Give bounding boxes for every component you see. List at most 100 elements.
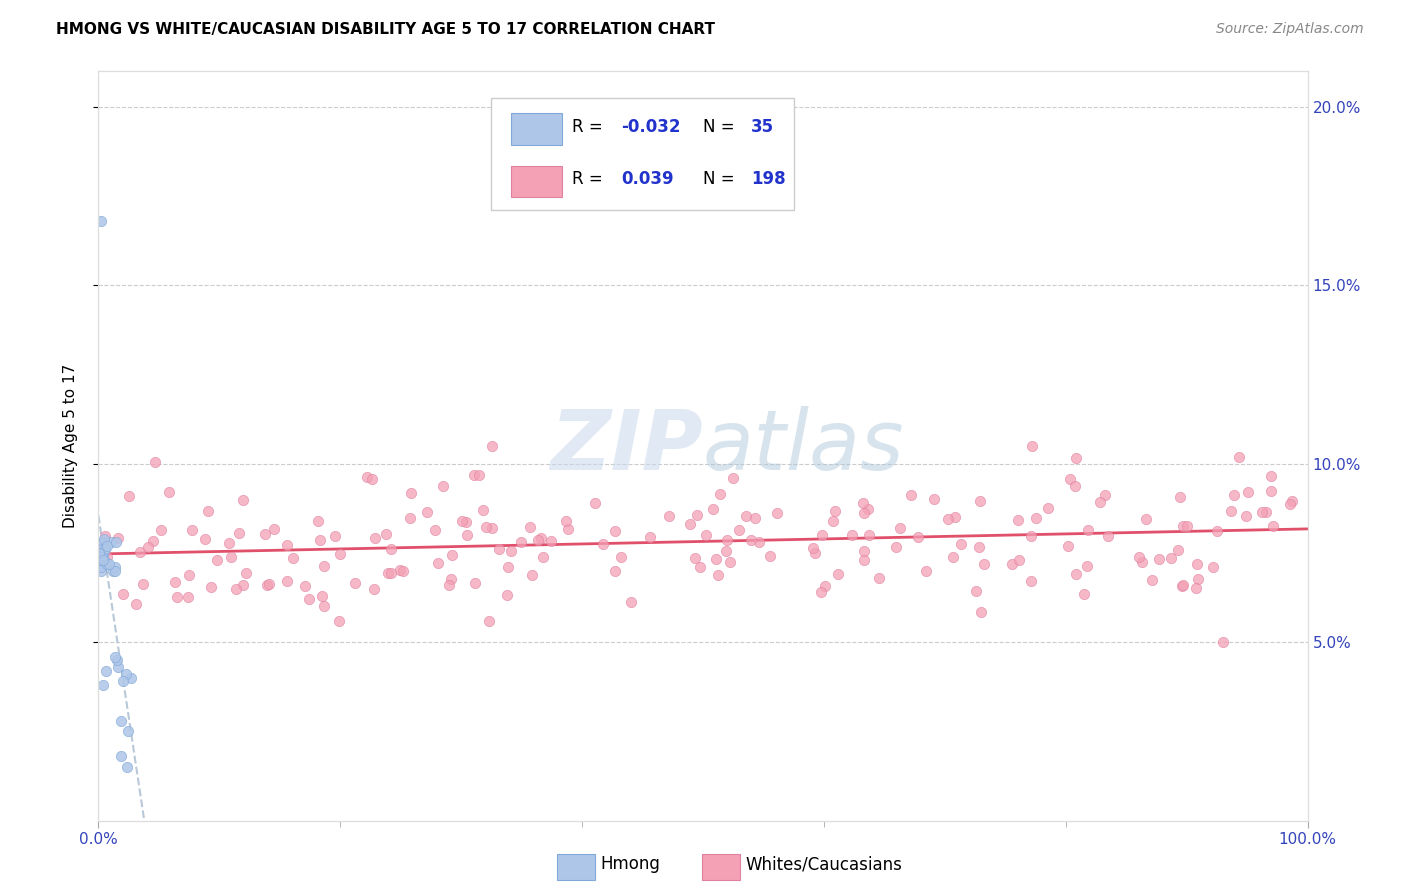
Point [344,576,367,591]
Point [638,530,661,544]
Point [205,553,228,567]
Point [471,502,494,516]
Point [922,492,945,507]
Point [1279,497,1302,511]
Point [1140,573,1163,587]
Point [1036,501,1059,516]
Point [478,614,501,628]
Point [117,724,139,739]
Point [1097,528,1119,542]
Point [98,557,121,571]
Point [256,578,278,592]
Point [949,537,972,551]
Point [658,509,681,524]
Point [257,576,280,591]
Point [1135,511,1157,525]
Point [194,533,217,547]
Point [735,508,758,523]
Point [90,564,112,578]
Point [90,542,112,557]
FancyBboxPatch shape [557,855,595,880]
Point [481,439,503,453]
Point [1094,488,1116,502]
Point [309,533,332,548]
Point [530,531,553,545]
Point [107,532,129,546]
Point [112,587,135,601]
Point [94,664,117,678]
Point [583,496,606,510]
Point [307,514,329,528]
Point [166,590,188,604]
Point [519,520,541,534]
Point [451,514,474,528]
Point [361,472,384,486]
Point [1025,511,1047,525]
Point [969,605,991,619]
Text: 0.039: 0.039 [621,170,673,188]
Text: N =: N = [703,118,740,136]
Point [803,546,825,560]
Point [96,557,118,571]
Point [1149,552,1171,566]
Point [263,522,285,536]
Point [943,509,966,524]
Point [716,533,738,547]
Y-axis label: Disability Age 5 to 17: Disability Age 5 to 17 [63,364,77,528]
Point [87,549,110,564]
Point [467,468,489,483]
Point [456,515,478,529]
Point [401,486,423,500]
Point [714,543,737,558]
Point [125,597,148,611]
Point [740,533,762,548]
Point [110,749,132,764]
Point [388,563,411,577]
Point [1260,468,1282,483]
Point [90,214,112,228]
Point [727,524,749,538]
Point [527,533,550,547]
Point [967,540,990,554]
Point [1019,574,1042,588]
Point [294,579,316,593]
Point [364,531,387,545]
Point [495,588,517,602]
Point [1064,451,1087,466]
Point [520,568,543,582]
Point [1227,450,1250,465]
Point [157,485,180,500]
Point [328,614,350,628]
Point [276,574,298,589]
Point [218,535,240,549]
Point [1202,560,1225,574]
Point [969,493,991,508]
Point [437,578,460,592]
Point [1090,495,1112,509]
Point [827,567,849,582]
Point [540,533,562,548]
Point [104,535,127,549]
Point [374,527,396,541]
Point [475,519,498,533]
Point [107,660,129,674]
Point [1205,524,1227,538]
Point [685,551,707,566]
Point [440,548,463,562]
Point [89,553,111,567]
Point [276,538,298,552]
Text: -0.032: -0.032 [621,118,681,136]
Text: Source: ZipAtlas.com: Source: ZipAtlas.com [1216,22,1364,37]
Point [100,535,122,549]
Point [117,760,139,774]
Point [312,599,335,613]
Point [1076,523,1098,537]
Point [821,514,844,528]
Point [456,527,478,541]
Point [94,542,117,557]
Point [1234,508,1257,523]
Point [120,671,142,685]
Point [94,528,117,542]
Point [111,674,134,689]
Point [177,568,200,582]
